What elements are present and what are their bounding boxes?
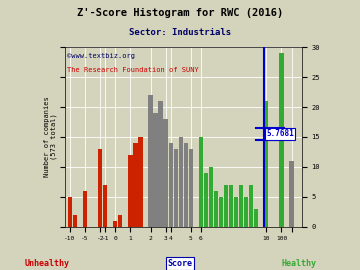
Text: The Research Foundation of SUNY: The Research Foundation of SUNY bbox=[67, 67, 199, 73]
Bar bbox=[289, 161, 294, 227]
Bar bbox=[214, 191, 218, 227]
Bar bbox=[153, 113, 158, 227]
Text: Unhealthy: Unhealthy bbox=[24, 259, 69, 268]
Bar bbox=[168, 143, 173, 227]
Bar bbox=[179, 137, 183, 227]
Bar bbox=[244, 197, 248, 227]
Bar bbox=[83, 191, 87, 227]
Bar bbox=[239, 185, 243, 227]
Bar bbox=[254, 209, 258, 227]
Text: 5.7681: 5.7681 bbox=[266, 130, 294, 139]
Bar bbox=[219, 197, 223, 227]
Bar bbox=[148, 95, 153, 227]
Bar bbox=[199, 137, 203, 227]
Bar bbox=[249, 185, 253, 227]
Text: Z'-Score Histogram for RWC (2016): Z'-Score Histogram for RWC (2016) bbox=[77, 8, 283, 18]
Bar bbox=[138, 137, 143, 227]
Bar bbox=[133, 143, 138, 227]
Bar bbox=[189, 149, 193, 227]
Bar bbox=[113, 221, 117, 227]
Bar bbox=[184, 143, 188, 227]
Bar bbox=[229, 185, 233, 227]
Bar bbox=[68, 197, 72, 227]
Text: Score: Score bbox=[167, 259, 193, 268]
Text: Healthy: Healthy bbox=[281, 259, 316, 268]
Bar bbox=[234, 197, 238, 227]
Bar bbox=[224, 185, 228, 227]
Bar bbox=[163, 119, 168, 227]
Bar bbox=[118, 215, 122, 227]
Bar bbox=[204, 173, 208, 227]
Bar bbox=[98, 149, 102, 227]
Bar bbox=[174, 149, 178, 227]
Text: Sector: Industrials: Sector: Industrials bbox=[129, 28, 231, 37]
Bar bbox=[103, 185, 107, 227]
Bar bbox=[73, 215, 77, 227]
Y-axis label: Number of companies
(573 total): Number of companies (573 total) bbox=[44, 97, 57, 177]
Bar bbox=[128, 155, 132, 227]
Bar bbox=[264, 101, 269, 227]
Text: ©www.textbiz.org: ©www.textbiz.org bbox=[67, 53, 135, 59]
Bar bbox=[279, 53, 284, 227]
Bar bbox=[209, 167, 213, 227]
Bar bbox=[158, 101, 163, 227]
